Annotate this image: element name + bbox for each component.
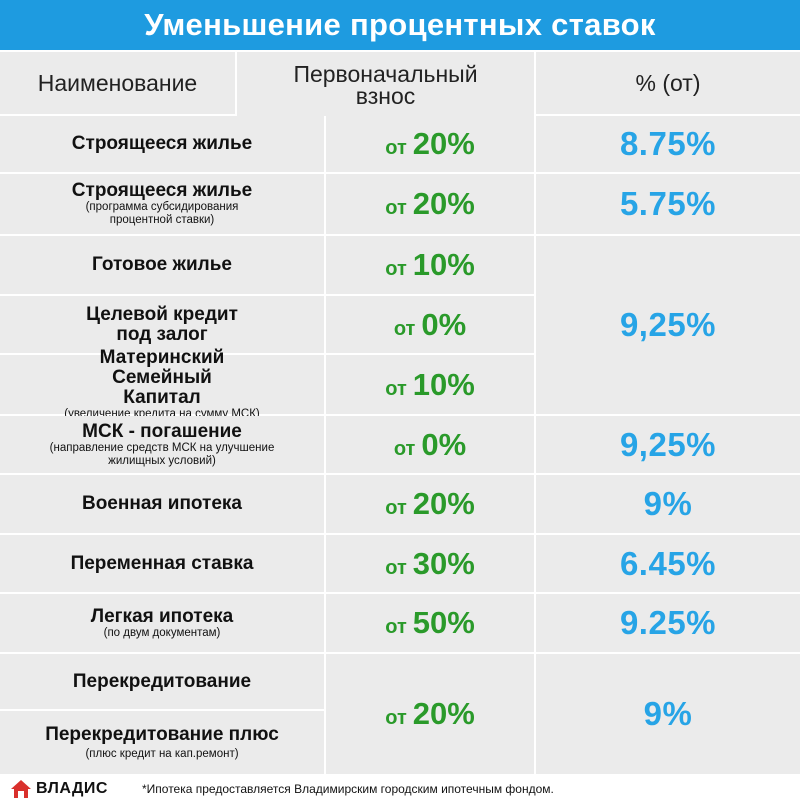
table-row-5-down: от 10%	[326, 355, 534, 414]
table-row-3-name: Готовое жилье	[0, 236, 324, 294]
rate-value: 9%	[643, 485, 693, 522]
table-row-1-name: Строящееся жилье	[0, 116, 324, 172]
table-row-1-rate: 8.75%	[536, 116, 800, 172]
table-row-4-down: от 0%	[326, 296, 534, 353]
row-note: (по двум документам)	[103, 626, 221, 639]
vladis-logo: ВЛАДИС	[10, 779, 108, 799]
rate-value: 8.75%	[619, 125, 717, 162]
table-row-1-down: от 20%	[326, 116, 534, 172]
rate-value: 9.25%	[619, 604, 717, 641]
table-row-8-rate: 6.45%	[536, 535, 800, 592]
header-name-label: Наименование	[37, 70, 198, 96]
table-down-merged-10-11: от 20%	[326, 654, 534, 774]
down-payment-value: от 20%	[385, 696, 475, 731]
table-row-8-down: от 30%	[326, 535, 534, 592]
down-payment-value: от 10%	[385, 366, 475, 402]
down-payment-value: от 30%	[385, 545, 475, 581]
table-row-11-name: Перекредитование плюс (плюс кредит на ка…	[0, 711, 324, 774]
rate-value: 9,25%	[619, 306, 717, 343]
row-note: (плюс кредит на кап.ремонт)	[85, 747, 239, 760]
row-note: (направление средств МСК на улучшение жи…	[49, 441, 275, 467]
down-payment-value: от 50%	[385, 605, 475, 640]
header-rate: % (от)	[536, 52, 800, 114]
table-row-4-name: Целевой кредит под залог	[0, 296, 324, 353]
row-name: Строящееся жилье	[71, 133, 253, 154]
table-row-7-down: от 20%	[326, 475, 534, 533]
row-name: Легкая ипотека	[90, 605, 234, 627]
footer: ВЛАДИС *Ипотека предоставляется Владимир…	[0, 776, 800, 802]
page-title: Уменьшение процентных ставок	[0, 0, 800, 50]
header-name: Наименование	[0, 52, 235, 114]
row-name: МСК - погашение	[82, 420, 242, 442]
row-note: (программа субсидирования процентной ста…	[85, 201, 239, 226]
table-row-3-down: от 10%	[326, 236, 534, 294]
table-row-2-name: Строящееся жилье (программа субсидирован…	[0, 174, 324, 234]
header-down-payment: Первоначальный взнос	[237, 52, 534, 116]
row-name: Материнский Семейный Капитал	[99, 347, 225, 408]
row-name: Строящееся жилье	[71, 180, 253, 201]
down-payment-value: от 0%	[393, 426, 467, 462]
row-name: Переменная ставка	[70, 552, 254, 574]
rate-value: 5.75%	[619, 185, 717, 222]
table-rate-merged-3-5: 9,25%	[536, 236, 800, 414]
table-row-2-down: от 20%	[326, 174, 534, 234]
down-payment-value: от 10%	[385, 247, 475, 282]
header-down-payment-label: Первоначальный взнос	[293, 61, 478, 109]
row-name: Перекредитование плюс	[45, 723, 279, 745]
row-name: Целевой кредит под залог	[86, 303, 238, 345]
table-row-5-name: Материнский Семейный Капитал (увеличение…	[0, 348, 324, 420]
table-row-6-rate: 9,25%	[536, 416, 800, 473]
down-payment-value: от 20%	[385, 126, 475, 161]
table-row-6-name: МСК - погашение (направление средств МСК…	[0, 416, 324, 473]
down-payment-value: от 20%	[385, 486, 475, 521]
table-row-2-rate: 5.75%	[536, 174, 800, 234]
row-name: Военная ипотека	[81, 493, 242, 514]
table-row-7-name: Военная ипотека	[0, 475, 324, 533]
logo-text: ВЛАДИС	[36, 780, 108, 797]
house-logo-icon	[11, 780, 31, 798]
table-row-8-name: Переменная ставка	[0, 535, 324, 592]
table-row-6-down: от 0%	[326, 416, 534, 473]
rate-value: 9%	[643, 695, 693, 732]
rate-value: 6.45%	[619, 544, 717, 582]
down-payment-value: от 20%	[385, 186, 475, 221]
header-rate-label: % (от)	[635, 70, 701, 96]
row-name: Готовое жилье	[92, 254, 232, 275]
rate-value: 9,25%	[619, 425, 717, 463]
table-row-10-name: Перекредитование	[0, 654, 324, 709]
table-row-9-rate: 9.25%	[536, 594, 800, 652]
footnote: *Ипотека предоставляется Владимирским го…	[141, 782, 554, 796]
down-payment-value: от 0%	[393, 306, 467, 342]
table-row-9-name: Легкая ипотека (по двум документам)	[0, 594, 324, 652]
table-row-9-down: от 50%	[326, 594, 534, 652]
row-name: Перекредитование	[72, 670, 252, 692]
table-row-7-rate: 9%	[536, 475, 800, 533]
table-rate-merged-10-11: 9%	[536, 654, 800, 774]
